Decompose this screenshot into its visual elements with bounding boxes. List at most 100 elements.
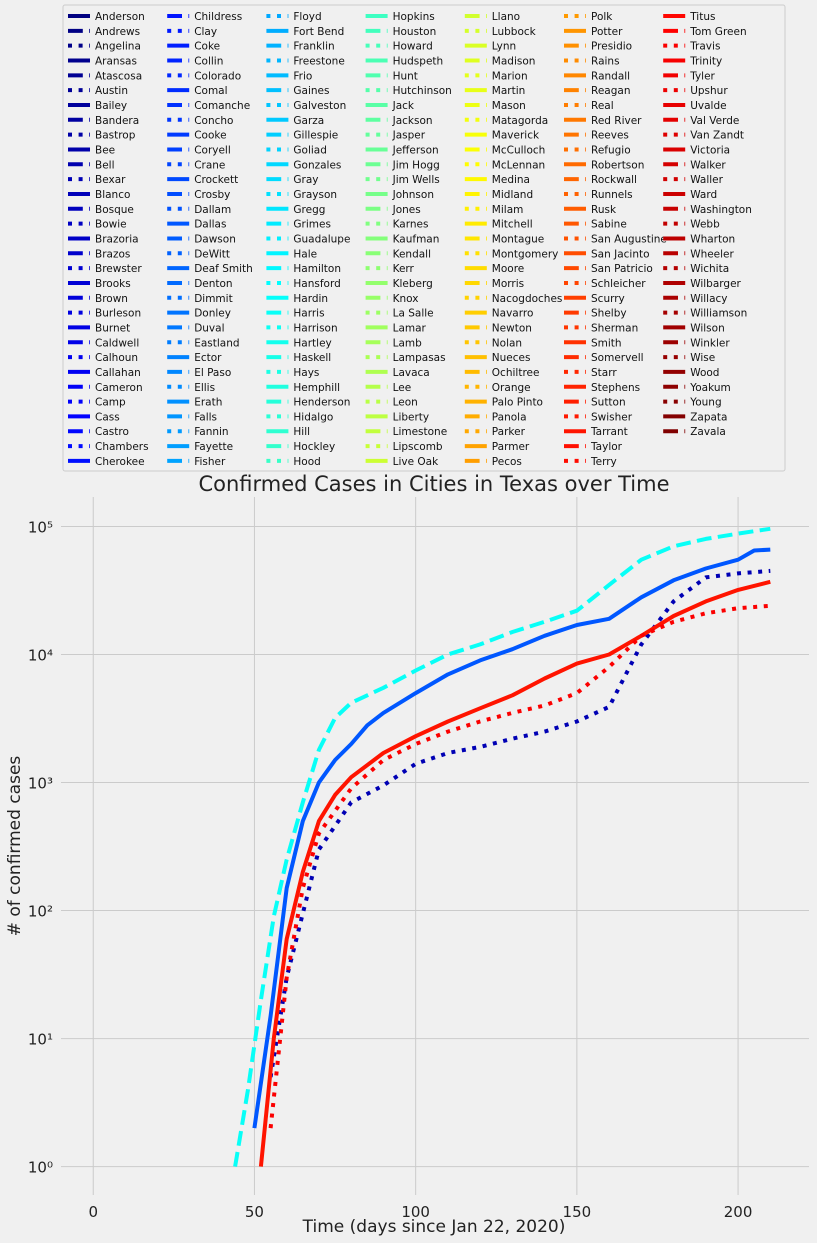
legend-item: Anderson <box>68 11 145 23</box>
plot-area <box>61 497 809 1195</box>
legend-item: Collin <box>167 55 223 67</box>
legend-item: Hardin <box>266 293 328 305</box>
legend-label: DeWitt <box>194 248 230 260</box>
y-tick-label: 10⁴ <box>28 647 53 665</box>
legend-label: Smith <box>591 337 622 349</box>
legend-label: Lamb <box>393 337 423 349</box>
legend-item: Howard <box>365 41 433 53</box>
legend-label: Midland <box>492 189 533 201</box>
legend-item: Marion <box>464 70 528 82</box>
legend-item: Midland <box>464 189 533 201</box>
legend-item: Jasper <box>365 130 426 142</box>
legend-item: Lynn <box>464 41 516 53</box>
legend-label: Sherman <box>591 322 638 334</box>
legend-label: Jasper <box>392 130 426 142</box>
legend-item: Angelina <box>68 41 141 53</box>
legend-item: Wichita <box>663 263 729 275</box>
legend-label: Bexar <box>95 174 126 186</box>
series-lines <box>233 526 771 1167</box>
legend-item: Montgomery <box>464 248 558 260</box>
legend-label: Atascosa <box>95 70 142 82</box>
legend-item: Lavaca <box>365 367 430 379</box>
legend-item: Clay <box>167 26 217 38</box>
legend-item: Lamar <box>365 322 427 334</box>
legend-label: Fort Bend <box>293 26 344 38</box>
x-tick-label: 200 <box>724 1203 753 1221</box>
legend-item: Ellis <box>167 382 215 394</box>
legend-item: Falls <box>167 411 217 423</box>
legend-label: Pecos <box>492 456 522 468</box>
legend-label: Lamar <box>393 322 427 334</box>
legend-label: La Salle <box>393 308 434 320</box>
legend-label: Newton <box>492 322 532 334</box>
legend-item: Kerr <box>365 263 415 275</box>
legend-item: Bee <box>68 144 115 156</box>
legend-item: Cooke <box>167 130 227 142</box>
legend-label: Randall <box>591 70 630 82</box>
legend-label: Guadalupe <box>293 233 350 245</box>
legend-item: Parker <box>464 426 526 438</box>
legend-label: Zavala <box>690 426 726 438</box>
legend-item: Reagan <box>564 85 630 97</box>
legend-item: Van Zandt <box>663 130 744 142</box>
y-tick-label: 10¹ <box>28 1031 53 1049</box>
legend-item: Swisher <box>564 411 633 423</box>
legend-label: Red River <box>591 115 642 127</box>
legend-item: Martin <box>464 85 525 97</box>
legend-item: Karnes <box>365 219 428 231</box>
legend-label: Limestone <box>393 426 448 438</box>
legend-label: Sabine <box>591 219 627 231</box>
legend-item: Starr <box>564 367 617 379</box>
legend-label: Denton <box>194 278 232 290</box>
legend-item: Jim Hogg <box>365 159 440 171</box>
legend-label: Anderson <box>95 11 145 23</box>
legend-item: Donley <box>167 308 231 320</box>
legend-label: Panola <box>492 411 527 423</box>
legend-item: Lubbock <box>464 26 537 38</box>
legend-item: Randall <box>564 70 630 82</box>
legend-label: Hamilton <box>293 263 341 275</box>
legend-label: McLennan <box>492 159 545 171</box>
legend-item: Kaufman <box>365 233 439 245</box>
legend-label: Titus <box>689 11 715 23</box>
legend-item: Pecos <box>464 456 522 468</box>
legend-label: Jones <box>392 204 421 216</box>
legend-item: Hopkins <box>365 11 435 23</box>
legend-item: Bexar <box>68 174 126 186</box>
legend-item: Burleson <box>68 308 141 320</box>
legend-label: Grayson <box>293 189 337 201</box>
legend-label: Concho <box>194 115 233 127</box>
legend-label: Lavaca <box>393 367 430 379</box>
legend-label: Howard <box>393 41 433 53</box>
legend-label: Grimes <box>293 219 331 231</box>
legend-label: Austin <box>95 85 128 97</box>
legend-item: Harris <box>266 308 325 320</box>
legend-item: Guadalupe <box>266 233 350 245</box>
legend-item: Bell <box>68 159 115 171</box>
legend-label: Burnet <box>95 322 130 334</box>
legend-item: Calhoun <box>68 352 138 364</box>
legend-label: Lubbock <box>492 26 537 38</box>
legend-item: Nolan <box>464 337 522 349</box>
legend-item: Goliad <box>266 144 327 156</box>
legend-label: Leon <box>393 397 418 409</box>
legend-item: Hood <box>266 456 321 468</box>
series-line <box>268 603 771 1129</box>
legend-label: San Patricio <box>591 263 653 275</box>
legend-label: Kerr <box>393 263 415 275</box>
y-tick-label: 10² <box>28 903 53 921</box>
legend-item: Polk <box>564 11 613 23</box>
legend-label: Runnels <box>591 189 633 201</box>
legend-label: Tom Green <box>689 26 746 38</box>
series-line <box>233 526 771 1167</box>
legend-item: Denton <box>167 278 233 290</box>
legend-item: Hutchinson <box>365 85 452 97</box>
legend-label: Real <box>591 100 614 112</box>
legend-label: Washington <box>690 204 752 216</box>
legend-label: Reeves <box>591 130 629 142</box>
legend-item: Tyler <box>663 70 716 82</box>
legend-label: Live Oak <box>393 456 439 468</box>
legend-label: Cooke <box>194 130 226 142</box>
legend-item: San Augustine <box>564 233 667 245</box>
legend-label: Hardin <box>293 293 328 305</box>
